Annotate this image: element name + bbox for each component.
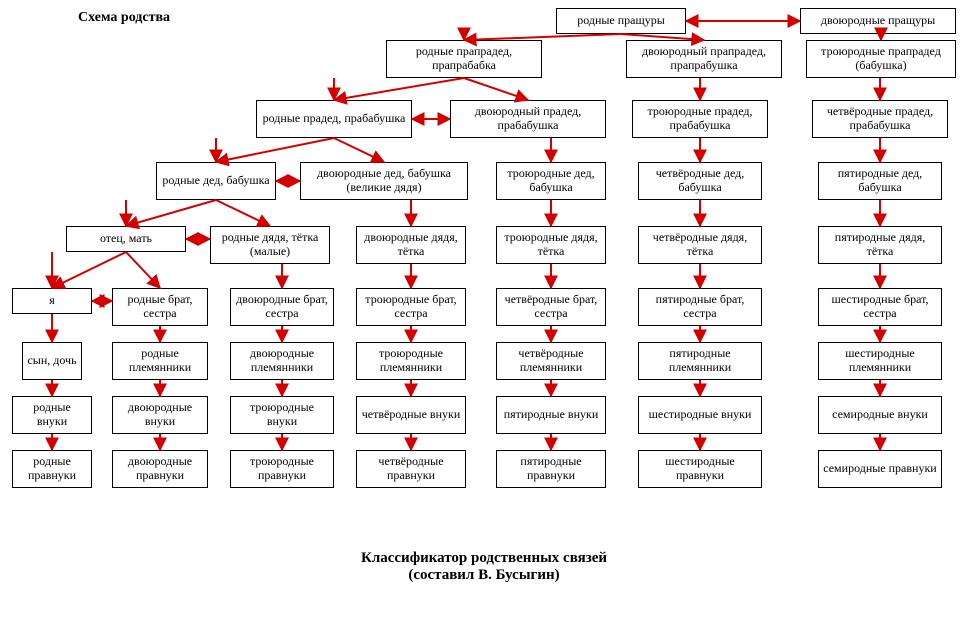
- node-r7c: троюродные внуки: [230, 396, 334, 434]
- node-r6b: родные племянники: [112, 342, 208, 380]
- node-r3e: пятиродные дед, бабушка: [818, 162, 942, 200]
- node-r1a: родные прапрадед, прапрабабка: [386, 40, 542, 78]
- node-r6d: троюродные племянники: [356, 342, 466, 380]
- node-r0b: двоюродные пращуры: [800, 8, 956, 34]
- node-r7d: четвёродные внуки: [356, 396, 466, 434]
- node-r3a: родные дед, бабушка: [156, 162, 276, 200]
- node-r5b: родные брат, сестра: [112, 288, 208, 326]
- node-r6e: четвёродные племянники: [496, 342, 606, 380]
- node-r3d: четвёродные дед, бабушка: [638, 162, 762, 200]
- node-r6g: шестиродные племянники: [818, 342, 942, 380]
- node-r2b: двоюродный прадед, прабабушка: [450, 100, 606, 138]
- node-r8g: семиродные правнуки: [818, 450, 942, 488]
- node-r4b: родные дядя, тётка (малые): [210, 226, 330, 264]
- node-r1b: двоюродный прапрадед, прапрабушка: [626, 40, 782, 78]
- node-r4e: четвёродные дядя, тётка: [638, 226, 762, 264]
- node-r4c: двоюродные дядя, тётка: [356, 226, 466, 264]
- node-r6c: двоюродные племянники: [230, 342, 334, 380]
- node-r6f: пятиродные племянники: [638, 342, 762, 380]
- node-r5c: двоюродные брат, сестра: [230, 288, 334, 326]
- node-r8e: пятиродные правнуки: [496, 450, 606, 488]
- node-r2a: родные прадед, прабабушка: [256, 100, 412, 138]
- diagram-title: Схема родства: [78, 10, 170, 26]
- node-r1c: троюродные прапрадед (бабушка): [806, 40, 956, 78]
- node-r8c: троюродные правнуки: [230, 450, 334, 488]
- node-r7e: пятиродные внуки: [496, 396, 606, 434]
- footer: Классификатор родственных связей (состав…: [0, 550, 968, 584]
- node-r2d: четвёродные прадед, прабабушка: [812, 100, 948, 138]
- node-r8b: двоюродные правнуки: [112, 450, 208, 488]
- footer-line2: (составил В. Бусыгин): [408, 567, 559, 583]
- node-r4a: отец, мать: [66, 226, 186, 252]
- node-r5e: четвёродные брат, сестра: [496, 288, 606, 326]
- node-r8f: шестиродные правнуки: [638, 450, 762, 488]
- node-r8d: четвёродные правнуки: [356, 450, 466, 488]
- node-r7f: шестиродные внуки: [638, 396, 762, 434]
- node-r5a: я: [12, 288, 92, 314]
- node-r3c: троюродные дед, бабушка: [496, 162, 606, 200]
- node-r0a: родные пращуры: [556, 8, 686, 34]
- node-r5g: шестиродные брат, сестра: [818, 288, 942, 326]
- node-r7a: родные внуки: [12, 396, 92, 434]
- node-r2c: троюродные прадед, прабабушка: [632, 100, 768, 138]
- node-r3b: двоюродные дед, бабушка (великие дядя): [300, 162, 468, 200]
- node-r5d: троюродные брат, сестра: [356, 288, 466, 326]
- node-r4d: троюродные дядя, тётка: [496, 226, 606, 264]
- footer-line1: Классификатор родственных связей: [361, 550, 607, 566]
- node-r7b: двоюродные внуки: [112, 396, 208, 434]
- node-r7g: семиродные внуки: [818, 396, 942, 434]
- node-r6a: сын, дочь: [22, 342, 82, 380]
- node-r5f: пятиродные брат, сестра: [638, 288, 762, 326]
- node-r4f: пятиродные дядя, тётка: [818, 226, 942, 264]
- node-r8a: родные правнуки: [12, 450, 92, 488]
